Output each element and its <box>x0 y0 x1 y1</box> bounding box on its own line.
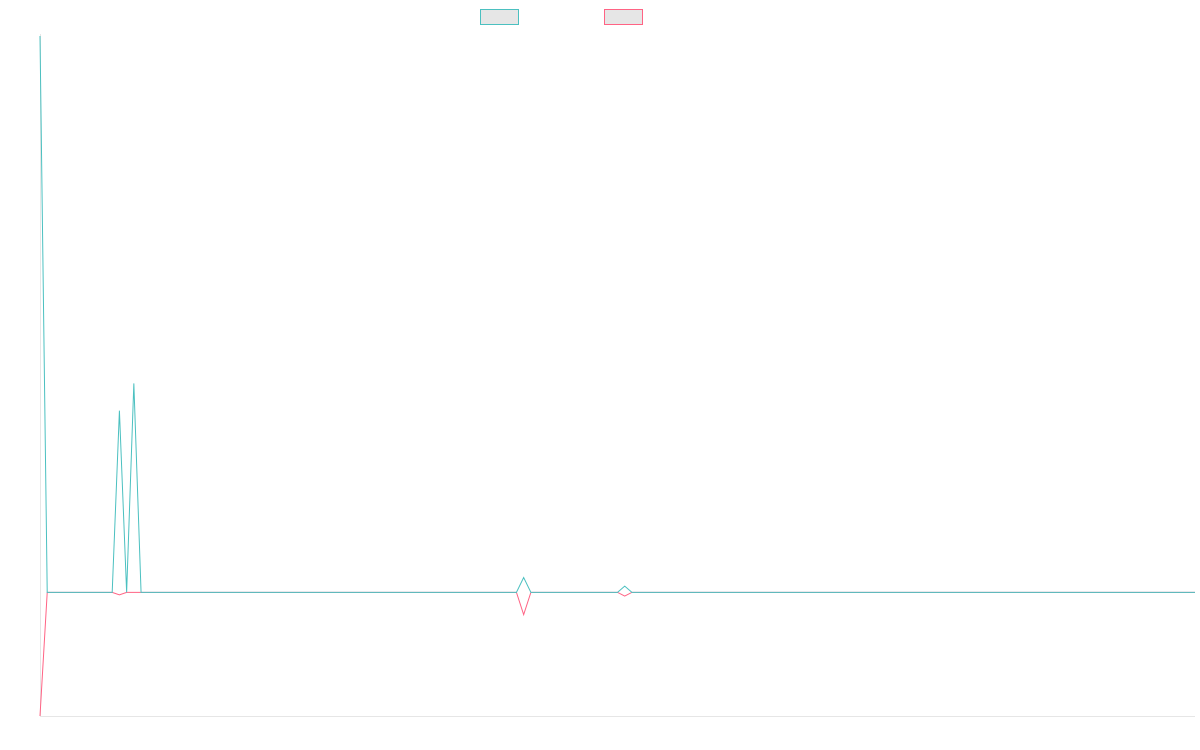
series-line-2 <box>39 591 1195 717</box>
legend-swatch-series-2[interactable] <box>604 9 643 25</box>
series-line-1 <box>39 35 1195 593</box>
legend-swatch-series-1[interactable] <box>480 9 519 25</box>
